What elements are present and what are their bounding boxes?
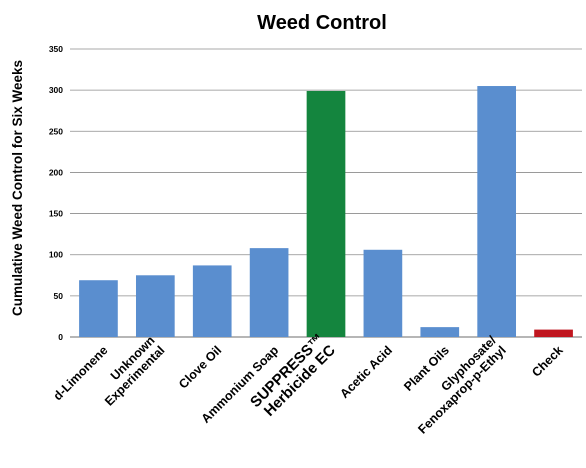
bar: [420, 327, 460, 337]
x-tick-label: Check: [529, 343, 565, 379]
x-tick-label: Glyphosate/Fenoxaprop-p-Ethyl: [415, 333, 508, 437]
y-axis-ticks: 0 50 100 150 200 250 300 350: [49, 44, 63, 342]
chart-title: Weed Control: [257, 12, 387, 34]
y-axis-label: Cumulative Weed Control for Six Weeks: [10, 60, 25, 316]
x-tick-label-line: Check: [529, 343, 565, 379]
bar: [135, 275, 175, 337]
x-tick-label-line: Acetic Acid: [337, 343, 395, 401]
y-tick-label: 0: [58, 332, 63, 342]
x-tick-label: Acetic Acid: [337, 343, 395, 401]
bar: [363, 249, 403, 337]
x-tick-label: Clove Oil: [176, 343, 224, 391]
y-tick-label: 100: [49, 250, 63, 260]
y-tick-label: 200: [49, 167, 63, 177]
bar: [477, 86, 517, 338]
bars: [79, 86, 573, 338]
bar: [192, 265, 232, 337]
bar: [534, 329, 573, 337]
x-tick-label-line: Clove Oil: [176, 343, 224, 391]
x-tick-label: d-Limonene: [51, 343, 111, 403]
y-tick-label: 250: [49, 126, 63, 136]
y-tick-label: 150: [49, 209, 63, 219]
bar: [306, 90, 346, 337]
x-tick-label-line: d-Limonene: [51, 343, 111, 403]
bar: [249, 248, 289, 337]
y-tick-label: 50: [54, 291, 64, 301]
y-tick-label: 300: [49, 85, 63, 95]
bar: [79, 280, 118, 337]
y-tick-label: 350: [49, 44, 63, 54]
